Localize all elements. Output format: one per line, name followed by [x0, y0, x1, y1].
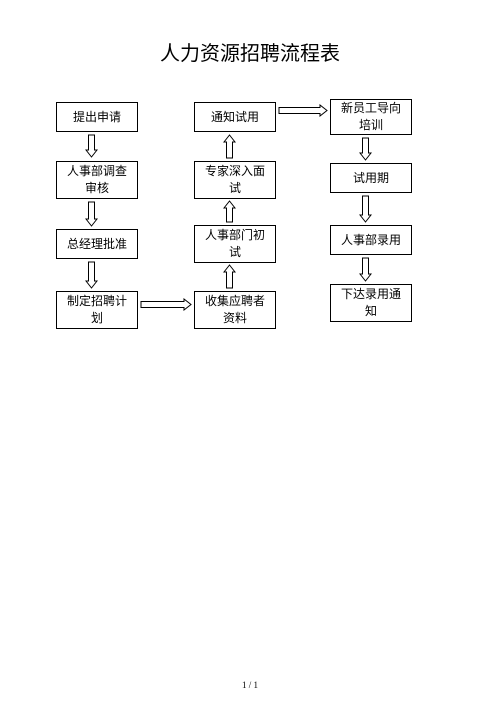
- flowchart-node-n1: 提出申请: [56, 102, 138, 132]
- flowchart-node-n4: 制定招聘计划: [56, 291, 138, 329]
- flow-arrow-right: [278, 104, 328, 117]
- flowchart-node-n5: 通知试用: [194, 102, 276, 132]
- flowchart-node-n3: 总经理批准: [56, 229, 138, 259]
- flow-arrow-down: [359, 137, 372, 161]
- flow-arrow-up: [223, 200, 236, 223]
- flow-arrow-down: [359, 257, 372, 282]
- flow-arrow-down: [359, 195, 372, 223]
- page-title: 人力资源招聘流程表: [0, 37, 500, 66]
- flowchart-node-n7: 人事部门初试: [194, 225, 276, 263]
- flowchart-node-n9: 新员工导向培训: [330, 99, 412, 135]
- flowchart-node-n12: 下达录用通知: [330, 284, 412, 322]
- flow-arrow-down: [85, 261, 98, 289]
- flow-arrow-down: [85, 201, 98, 227]
- page-footer: 1 / 1: [0, 680, 500, 690]
- flow-arrow-up: [223, 264, 236, 289]
- flow-arrow-up: [223, 134, 236, 159]
- flowchart-node-n11: 人事部录用: [330, 225, 412, 255]
- flowchart-node-n10: 试用期: [330, 163, 412, 193]
- flowchart-node-n2: 人事部调查审核: [56, 161, 138, 199]
- flow-arrow-down: [85, 134, 98, 158]
- flow-arrow-right: [140, 298, 192, 311]
- flowchart-node-n8: 收集应聘者资料: [194, 291, 276, 329]
- flowchart-node-n6: 专家深入面试: [194, 161, 276, 199]
